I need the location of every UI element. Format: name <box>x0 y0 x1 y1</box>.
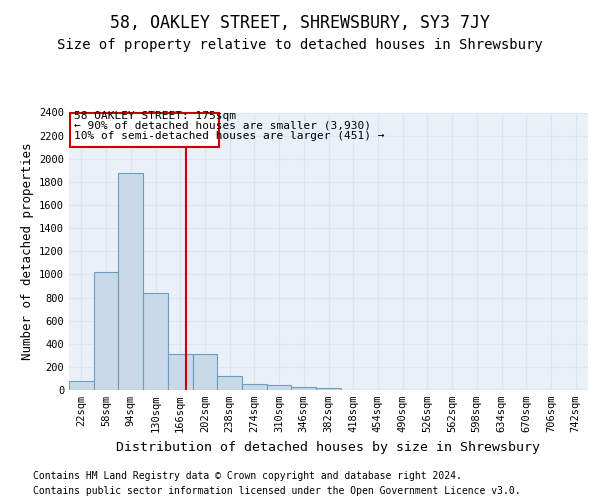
Text: Contains HM Land Registry data © Crown copyright and database right 2024.: Contains HM Land Registry data © Crown c… <box>33 471 462 481</box>
Bar <box>316 388 341 390</box>
Bar <box>292 386 316 390</box>
Text: 10% of semi-detached houses are larger (451) →: 10% of semi-detached houses are larger (… <box>74 130 385 140</box>
Bar <box>193 354 217 390</box>
Text: ← 90% of detached houses are smaller (3,930): ← 90% of detached houses are smaller (3,… <box>74 121 371 131</box>
Text: Contains public sector information licensed under the Open Government Licence v3: Contains public sector information licen… <box>33 486 521 496</box>
Bar <box>69 381 94 390</box>
Text: 58, OAKLEY STREET, SHREWSBURY, SY3 7JY: 58, OAKLEY STREET, SHREWSBURY, SY3 7JY <box>110 14 490 32</box>
Text: Size of property relative to detached houses in Shrewsbury: Size of property relative to detached ho… <box>57 38 543 52</box>
Bar <box>217 376 242 390</box>
Bar <box>267 386 292 390</box>
Bar <box>70 112 218 146</box>
Bar <box>94 272 118 390</box>
Text: 58 OAKLEY STREET: 175sqm: 58 OAKLEY STREET: 175sqm <box>74 111 236 121</box>
Y-axis label: Number of detached properties: Number of detached properties <box>20 142 34 360</box>
Bar <box>143 293 168 390</box>
Bar <box>118 172 143 390</box>
Bar <box>242 384 267 390</box>
X-axis label: Distribution of detached houses by size in Shrewsbury: Distribution of detached houses by size … <box>116 440 541 454</box>
Bar <box>168 354 193 390</box>
